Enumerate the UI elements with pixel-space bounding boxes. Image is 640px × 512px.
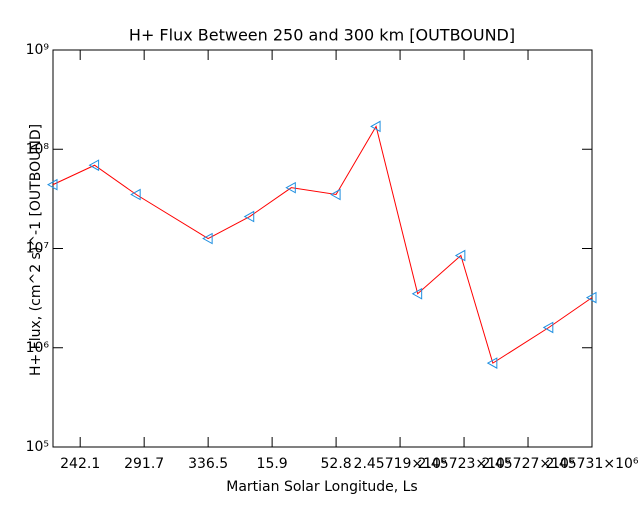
line (52, 125, 593, 364)
point-marker (542, 321, 554, 334)
point-marker (88, 159, 100, 172)
y-tick-label: 10⁵ (26, 439, 49, 455)
x-tick-label: 15.9 (257, 456, 288, 472)
x-tick-label: 2.45723×10⁶ (418, 456, 511, 472)
point-marker (486, 357, 498, 369)
y-tick-label: 10⁸ (26, 141, 50, 157)
x-tick-label: 2.45719×10⁶ (354, 456, 447, 472)
point-marker (285, 181, 296, 194)
x-tick-label: 242.1 (60, 456, 100, 472)
point-marker (454, 249, 466, 262)
plot-frame (52, 49, 593, 448)
x-tick-label: 2.45731×10⁶ (545, 456, 638, 472)
point-marker (243, 210, 255, 223)
x-tick-label: 291.7 (124, 456, 164, 472)
x-axis-label: Martian Solar Longitude, Ls (226, 479, 417, 495)
point-marker (370, 120, 381, 133)
x-tick-label: 336.5 (188, 456, 228, 472)
chart-title: H+ Flux Between 250 and 300 km [OUTBOUND… (129, 26, 515, 45)
y-tick-label: 10⁷ (26, 241, 49, 257)
point-marker (585, 291, 597, 304)
y-axis-label: H+ Flux, (cm^2 s)^-1 [OUTBOUND] (28, 124, 44, 376)
x-tick-label: 2.45727×10⁶ (481, 456, 574, 472)
point-marker (202, 232, 213, 245)
y-tick-label: 10⁶ (26, 340, 50, 356)
y-tick-label: 10⁹ (26, 42, 50, 58)
point-marker (46, 178, 58, 191)
point-marker (130, 188, 141, 201)
point-marker (330, 188, 341, 201)
x-tick-label: 52.8 (321, 456, 352, 472)
point-marker (411, 287, 423, 300)
